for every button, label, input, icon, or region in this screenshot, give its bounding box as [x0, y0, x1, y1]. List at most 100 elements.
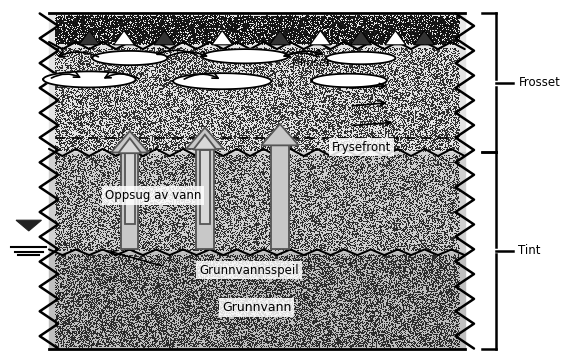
Point — [288, 32, 297, 38]
Point — [433, 135, 442, 141]
Point — [59, 145, 69, 151]
Point — [69, 31, 78, 37]
Point — [261, 336, 270, 341]
Point — [113, 147, 122, 153]
Point — [374, 253, 383, 259]
Point — [99, 315, 108, 321]
Point — [148, 323, 157, 329]
Point — [334, 33, 343, 38]
Point — [148, 25, 157, 31]
Point — [416, 326, 425, 332]
Point — [77, 116, 86, 122]
Point — [452, 13, 462, 19]
Point — [396, 181, 405, 186]
Point — [422, 114, 431, 120]
Point — [123, 107, 132, 113]
Point — [66, 225, 76, 231]
Point — [251, 31, 261, 37]
Point — [282, 311, 291, 316]
Point — [153, 225, 163, 231]
Point — [454, 98, 463, 104]
Point — [317, 183, 326, 189]
Point — [100, 24, 109, 29]
Point — [331, 321, 340, 327]
Point — [280, 314, 290, 320]
Point — [208, 175, 217, 181]
Point — [299, 228, 308, 233]
Point — [299, 53, 308, 59]
Point — [436, 203, 445, 209]
Point — [331, 320, 340, 325]
Point — [138, 30, 147, 36]
Point — [271, 252, 280, 257]
Point — [66, 131, 75, 137]
Point — [126, 100, 135, 106]
Point — [283, 327, 293, 333]
Point — [377, 64, 387, 70]
Point — [204, 33, 213, 38]
Point — [311, 82, 320, 88]
Point — [141, 69, 150, 75]
Point — [378, 233, 388, 239]
Point — [166, 271, 175, 277]
Point — [347, 160, 356, 165]
Point — [106, 197, 115, 203]
Point — [170, 171, 179, 176]
Point — [113, 18, 122, 24]
Point — [88, 75, 97, 81]
Point — [244, 197, 254, 202]
Point — [360, 83, 370, 88]
Point — [450, 91, 459, 97]
Point — [203, 41, 212, 47]
Point — [434, 29, 443, 34]
Point — [197, 326, 206, 332]
Point — [284, 322, 293, 328]
Point — [448, 323, 458, 328]
Point — [122, 31, 132, 37]
Point — [224, 286, 234, 291]
Point — [247, 188, 256, 194]
Point — [345, 17, 354, 23]
Point — [412, 63, 422, 68]
Point — [128, 29, 137, 34]
Point — [353, 18, 363, 24]
Point — [352, 39, 361, 45]
Point — [224, 13, 234, 18]
Point — [208, 122, 217, 128]
Point — [436, 320, 445, 326]
Point — [361, 63, 371, 68]
Point — [416, 29, 426, 35]
Point — [179, 233, 188, 239]
Point — [424, 109, 433, 114]
Point — [283, 286, 292, 292]
Point — [350, 157, 360, 163]
Point — [374, 275, 384, 281]
Point — [445, 39, 455, 45]
Point — [294, 262, 303, 268]
Point — [52, 173, 62, 179]
Point — [85, 111, 94, 117]
Point — [243, 296, 252, 302]
Point — [101, 220, 110, 226]
Point — [112, 70, 121, 75]
Point — [212, 59, 222, 64]
Point — [453, 22, 462, 28]
Point — [352, 39, 361, 45]
Point — [321, 268, 330, 274]
Point — [173, 116, 182, 122]
Point — [453, 81, 462, 87]
Point — [132, 252, 141, 258]
Point — [66, 315, 75, 320]
Point — [68, 304, 78, 310]
Point — [433, 261, 442, 267]
Point — [252, 241, 262, 247]
Point — [177, 37, 186, 42]
Point — [60, 309, 69, 315]
Point — [297, 143, 306, 148]
Point — [295, 289, 304, 295]
Point — [240, 105, 249, 111]
Point — [188, 23, 197, 29]
Point — [61, 329, 71, 335]
Point — [54, 35, 63, 41]
Point — [201, 332, 210, 338]
